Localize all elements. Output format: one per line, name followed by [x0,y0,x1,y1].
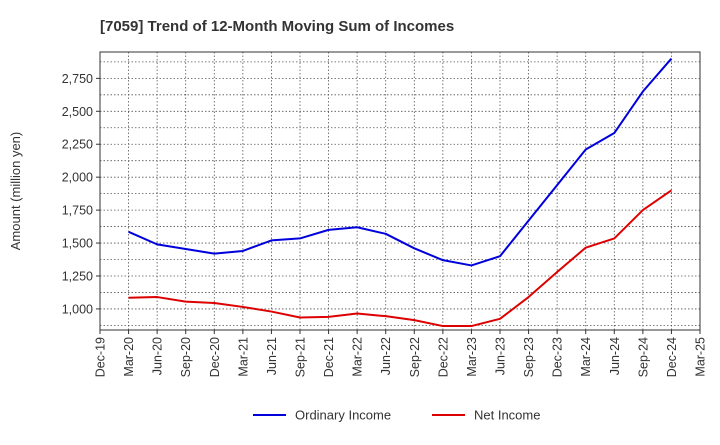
x-tick-label: Sep-20 [179,337,193,377]
x-tick-label: Jun-24 [608,337,622,375]
x-tick-label: Jun-22 [379,337,393,375]
legend-label: Net Income [474,408,540,423]
x-tick-label: Mar-22 [351,337,365,377]
x-tick-label: Jun-20 [151,337,165,375]
x-tick-label: Dec-22 [436,337,450,377]
x-tick-label: Dec-19 [94,337,108,377]
x-tick-label: Dec-20 [208,337,222,377]
x-tick-label: Mar-23 [465,337,479,377]
y-axis-label: Amount (million yen) [8,132,23,251]
x-tick-label: Sep-23 [522,337,536,377]
x-tick-label: Sep-22 [408,337,422,377]
y-tick-label: 2,750 [62,72,93,86]
series-line-ordinary-income [128,57,673,267]
legend-label: Ordinary Income [295,408,391,423]
plot-background [100,52,700,330]
x-tick-label: Sep-21 [294,337,308,377]
x-tick-label: Sep-24 [636,337,650,377]
legend: Ordinary Income Net Income [253,408,540,423]
x-tick-label: Dec-23 [551,337,565,377]
y-tick-label: 1,000 [62,302,93,316]
x-tick-label: Mar-24 [579,337,593,377]
plot-area: 1,000 1,250 1,500 1,750 2,000 2,250 2,500 2,750… [62,51,708,377]
x-tick-label: Mar-25 [694,337,708,377]
x-tick-label: Dec-21 [322,337,336,377]
y-tick-label: 2,500 [62,105,93,119]
chart-title: [7059] Trend of 12-Month Moving Sum of I… [100,18,454,35]
x-tick-label: Dec-24 [665,337,679,377]
y-tick-label: 2,250 [62,138,93,152]
y-tick-label: 1,500 [62,237,93,251]
x-tick-label: Mar-20 [122,337,136,377]
x-tick-label: Jun-23 [494,337,508,375]
y-tick-label: 1,750 [62,204,93,218]
x-tick-label: Jun-21 [265,337,279,375]
x-tick-label: Mar-21 [236,337,250,377]
y-tick-label: 1,250 [62,269,93,283]
y-tick-label: 2,000 [62,171,93,185]
plot-frame [99,51,701,331]
series-line-net-income [128,189,672,328]
